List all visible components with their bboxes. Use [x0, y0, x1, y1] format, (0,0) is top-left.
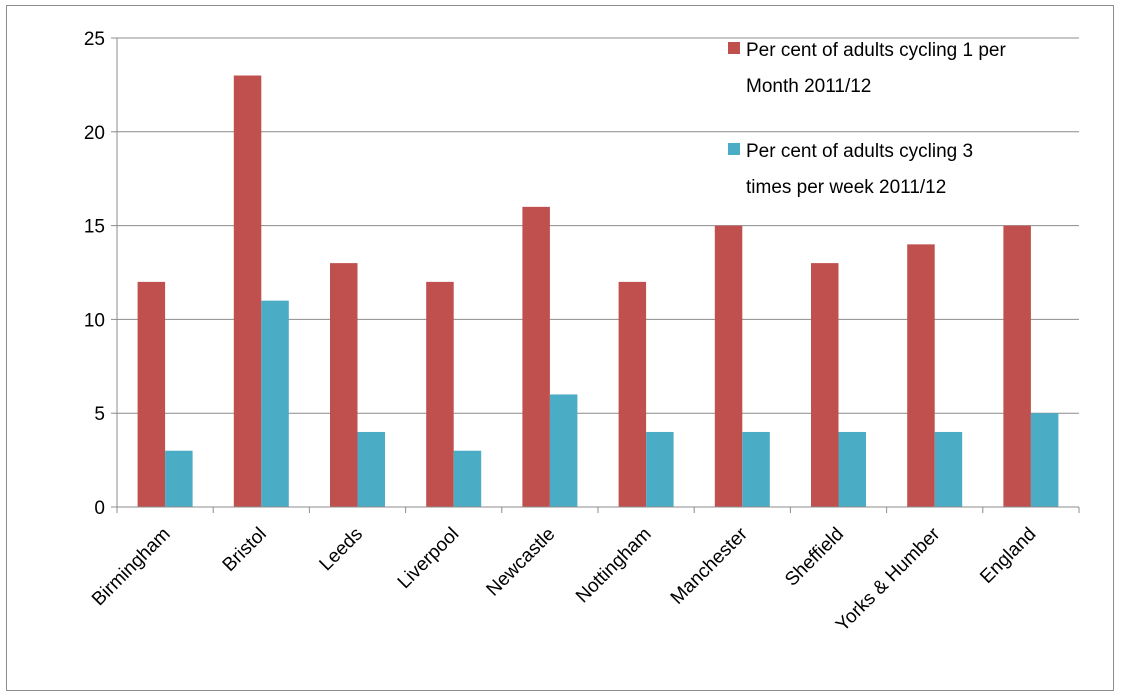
bar-monthly: [522, 206, 550, 507]
legend: Per cent of adults cycling 1 per Month 20…: [728, 40, 1006, 198]
bar-monthly: [907, 244, 935, 508]
bar-monthly: [137, 281, 166, 507]
y-tick-labels: 0 5 10 15 20 25: [84, 29, 105, 519]
legend-label: times per week 2011/12: [746, 177, 946, 198]
bar-monthly: [714, 225, 743, 507]
x-category-label: Sheffield: [781, 524, 848, 591]
bar-weekly: [838, 431, 866, 507]
y-tick-label: 15: [84, 217, 105, 238]
x-category-label: Manchester: [667, 523, 753, 609]
x-category-label: England: [976, 524, 1040, 588]
bar-monthly: [1003, 225, 1031, 507]
bar-weekly: [646, 431, 674, 507]
bar-weekly: [742, 431, 770, 507]
legend-swatch: [728, 143, 740, 155]
bar-monthly: [426, 281, 454, 507]
legend-label: Month 2011/12: [746, 76, 871, 97]
y-tick-label: 20: [84, 123, 105, 144]
x-tick-labels: Birmingham Bristol Leeds Liverpool Newcastle…: [88, 523, 1040, 636]
bar-weekly: [165, 450, 193, 507]
legend-label: Per cent of adults cycling 3: [746, 141, 973, 162]
axes: [111, 37, 1080, 513]
x-category-label: Liverpool: [394, 524, 463, 593]
x-category-label: Birmingham: [88, 524, 175, 611]
x-category-label: Yorks & Humber: [832, 523, 945, 636]
bar-monthly: [330, 263, 358, 507]
bar-monthly: [618, 281, 647, 507]
bar-monthly: [233, 75, 262, 508]
bar-weekly: [934, 431, 963, 507]
x-category-label: Nottingham: [572, 524, 656, 608]
bar-monthly: [811, 263, 839, 507]
legend-label: Per cent of adults cycling 1 per: [746, 40, 1006, 61]
legend-swatch: [728, 42, 740, 54]
x-category-label: Leeds: [316, 524, 367, 575]
bars: [137, 75, 1059, 508]
y-tick-label: 5: [94, 404, 105, 425]
x-category-label: Bristol: [219, 524, 271, 576]
bar-weekly: [261, 300, 289, 507]
bar-weekly: [549, 394, 578, 507]
bar-weekly: [1030, 413, 1059, 507]
y-tick-label: 10: [84, 310, 105, 331]
x-category-label: Newcastle: [483, 524, 560, 601]
y-tick-label: 0: [94, 498, 105, 519]
y-tick-label: 25: [84, 29, 105, 50]
bar-weekly: [357, 431, 385, 507]
bar-weekly: [453, 450, 482, 507]
